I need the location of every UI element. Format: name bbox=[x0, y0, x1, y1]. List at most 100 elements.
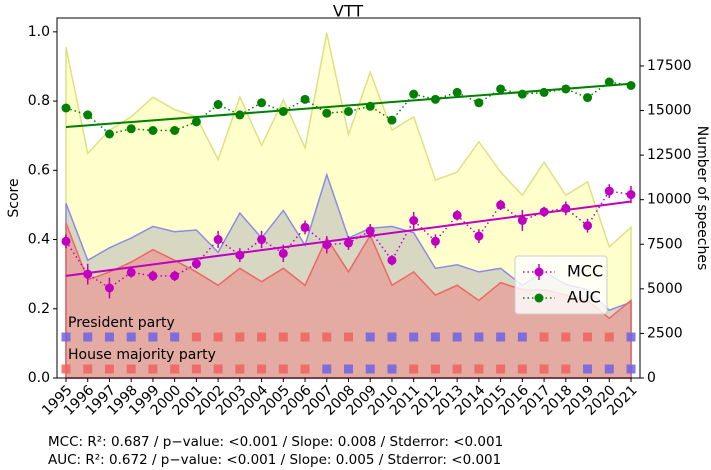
data-point bbox=[61, 236, 71, 246]
legend-marker bbox=[534, 267, 544, 277]
party-square bbox=[539, 364, 549, 374]
data-point bbox=[496, 200, 506, 210]
data-point bbox=[452, 87, 462, 97]
data-point bbox=[561, 84, 571, 94]
series-line bbox=[65, 81, 632, 135]
party-square bbox=[409, 332, 419, 342]
party-square bbox=[474, 332, 484, 342]
data-point bbox=[604, 77, 614, 87]
data-point bbox=[365, 101, 375, 111]
party-square bbox=[452, 332, 462, 342]
data-point bbox=[430, 94, 440, 104]
party-square bbox=[409, 364, 419, 374]
y-axis-label: Score bbox=[6, 178, 22, 217]
party-square bbox=[257, 364, 267, 374]
footnote: AUC: R²: 0.672 / p−value: <0.001 / Slope… bbox=[48, 452, 501, 468]
party-square bbox=[83, 332, 93, 342]
party-row-label: President party bbox=[68, 315, 175, 331]
party-square bbox=[191, 364, 201, 374]
data-point bbox=[387, 115, 397, 125]
party-square bbox=[300, 364, 310, 374]
data-point bbox=[344, 106, 353, 116]
party-square bbox=[365, 364, 375, 374]
party-square bbox=[322, 364, 332, 374]
y2-tick-label: 17500 bbox=[647, 58, 692, 74]
data-point bbox=[126, 124, 136, 134]
party-square bbox=[257, 332, 267, 342]
party-square bbox=[126, 364, 136, 374]
y-tick-label: 0.8 bbox=[28, 93, 50, 109]
data-point bbox=[300, 94, 310, 104]
footnote: MCC: R²: 0.687 / p−value: <0.001 / Slope… bbox=[48, 434, 503, 450]
data-point bbox=[83, 269, 93, 279]
data-point bbox=[257, 235, 267, 245]
y-tick-label: 0.0 bbox=[28, 370, 50, 386]
data-point bbox=[278, 248, 288, 258]
y-tick-label: 0.6 bbox=[28, 162, 50, 178]
party-square bbox=[452, 364, 462, 374]
party-square bbox=[604, 332, 614, 342]
party-square bbox=[300, 332, 310, 342]
data-point bbox=[387, 255, 397, 265]
data-point bbox=[539, 87, 549, 97]
party-square bbox=[191, 332, 201, 342]
data-point bbox=[148, 126, 158, 135]
y2-axis-label: Number of speeches bbox=[694, 126, 710, 271]
data-point bbox=[539, 207, 549, 217]
party-row-label: House majority party bbox=[68, 347, 216, 363]
party-square bbox=[344, 332, 353, 342]
party-square bbox=[539, 332, 549, 342]
party-square bbox=[213, 332, 223, 342]
party-square bbox=[517, 332, 527, 342]
party-square bbox=[322, 332, 332, 342]
party-square bbox=[104, 332, 114, 342]
party-square bbox=[517, 364, 527, 374]
party-square bbox=[626, 332, 636, 342]
data-point bbox=[583, 93, 593, 103]
data-point bbox=[496, 84, 506, 94]
legend-label: MCC bbox=[567, 262, 603, 281]
data-point bbox=[517, 216, 527, 225]
data-point bbox=[365, 226, 375, 236]
party-square bbox=[430, 364, 440, 374]
party-square bbox=[278, 332, 288, 342]
y2-tick-label: 15000 bbox=[647, 103, 692, 119]
y2-tick-label: 0 bbox=[647, 370, 656, 386]
legend-label: AUC bbox=[567, 288, 601, 307]
party-square bbox=[430, 332, 440, 342]
data-point bbox=[170, 271, 180, 281]
data-point bbox=[213, 100, 223, 110]
chart-title: VTT bbox=[333, 2, 363, 21]
party-square bbox=[365, 332, 375, 342]
data-point bbox=[83, 110, 93, 120]
data-point bbox=[61, 103, 71, 113]
legend-marker bbox=[534, 293, 544, 303]
data-point bbox=[278, 106, 288, 116]
trend-line bbox=[65, 82, 632, 129]
party-square bbox=[604, 364, 614, 374]
y2-tick-label: 2500 bbox=[647, 325, 683, 341]
party-square bbox=[170, 364, 180, 374]
party-square bbox=[61, 332, 71, 342]
y2-tick-label: 5000 bbox=[647, 281, 683, 297]
data-point bbox=[474, 231, 484, 241]
party-square bbox=[104, 364, 114, 374]
party-square bbox=[83, 364, 93, 374]
party-square bbox=[170, 332, 180, 342]
party-square bbox=[561, 332, 571, 342]
data-point bbox=[604, 186, 614, 196]
data-point bbox=[235, 110, 245, 120]
data-point bbox=[191, 117, 201, 127]
party-square bbox=[387, 332, 397, 342]
data-point bbox=[104, 129, 114, 139]
data-point bbox=[583, 221, 593, 231]
party-square bbox=[561, 364, 571, 374]
party-square bbox=[583, 332, 593, 342]
data-point bbox=[300, 222, 310, 232]
party-square bbox=[235, 364, 245, 374]
party-square bbox=[387, 364, 397, 374]
data-point bbox=[170, 126, 180, 135]
y-tick-label: 1.0 bbox=[28, 24, 50, 40]
data-point bbox=[452, 210, 462, 220]
